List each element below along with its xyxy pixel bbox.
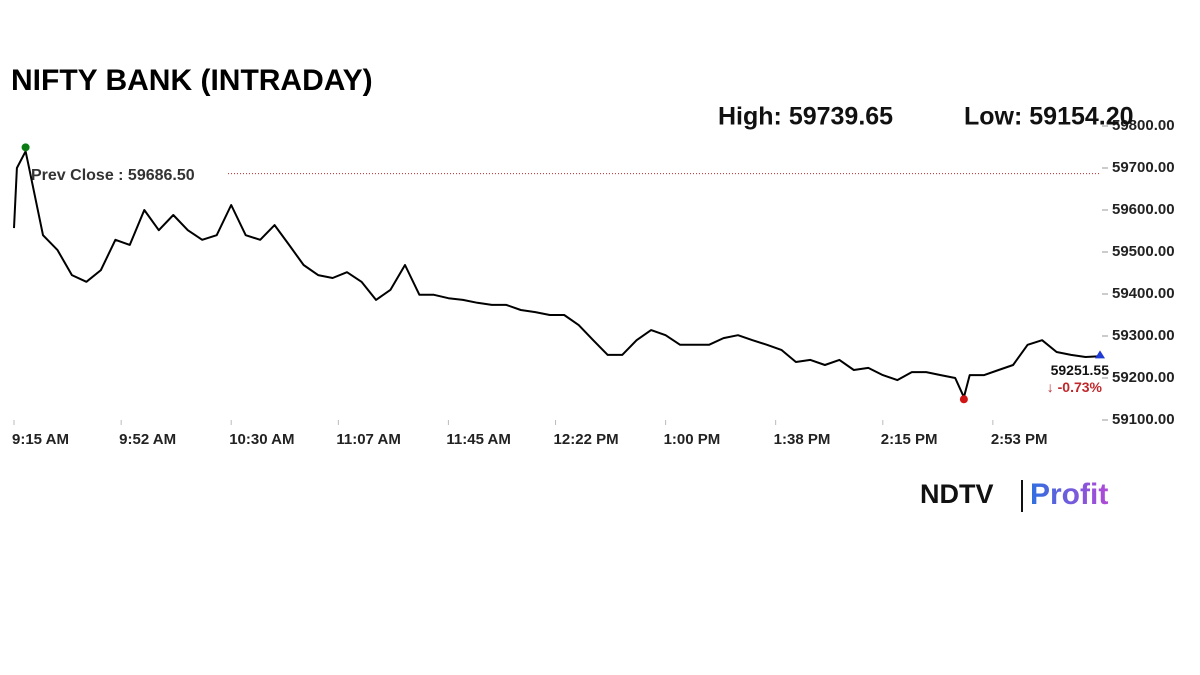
x-tick-label: 2:53 PM [991,431,1048,448]
y-tick-label: 59500.00 [1112,243,1175,260]
x-tick-label: 10:30 AM [229,431,294,448]
high-marker [21,143,30,152]
low-label: Low: 59154.20 [964,103,1134,131]
x-tick-label: 1:00 PM [664,431,721,448]
chart-title: NIFTY BANK (INTRADAY) [11,64,373,97]
y-tick-label: 59800.00 [1112,117,1175,134]
x-tick-label: 11:07 AM [336,431,400,448]
low-marker [959,395,968,404]
x-tick-label: 2:15 PM [881,431,938,448]
logo-profit: Profit [1030,478,1108,511]
last-value-label: 59251.55 [1051,362,1110,378]
y-tick-label: 59100.00 [1112,411,1175,428]
y-tick-label: 59600.00 [1112,201,1175,218]
y-tick-label: 59200.00 [1112,369,1175,386]
x-tick-label: 9:52 AM [119,431,176,448]
price-line [13,150,1101,399]
logo-ndtv: NDTV [920,479,994,509]
y-tick-label: 59300.00 [1112,327,1175,344]
x-tick-label: 1:38 PM [774,431,831,448]
x-tick-label: 12:22 PM [554,431,619,448]
last-marker [1095,350,1105,359]
x-tick-label: 11:45 AM [446,431,510,448]
y-tick-label: 59700.00 [1112,159,1175,176]
prev-close-label: Prev Close : 59686.50 [31,167,195,184]
change-label: ↓ -0.73% [1047,379,1103,395]
y-tick-label: 59400.00 [1112,285,1175,302]
x-tick-label: 9:15 AM [12,431,69,448]
high-label: High: 59739.65 [718,103,893,131]
